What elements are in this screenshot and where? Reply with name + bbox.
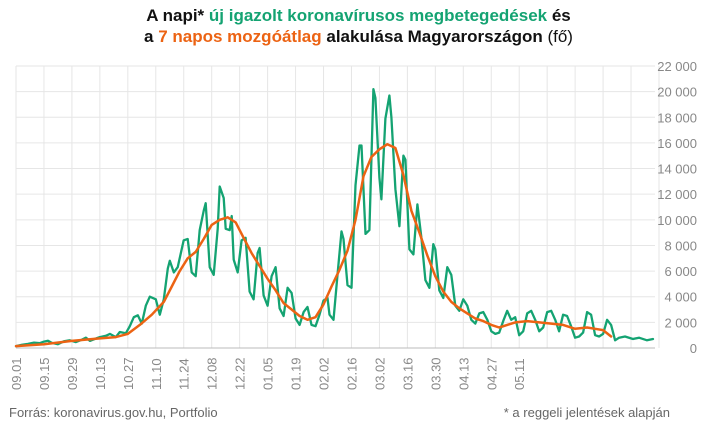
x-tick-label: 12.22 <box>233 357 248 390</box>
x-tick-label: 04.13 <box>456 357 471 390</box>
series-layer <box>14 87 655 348</box>
y-tick-label: 22 000 <box>657 59 697 74</box>
x-tick-label: 09.01 <box>9 357 24 390</box>
covid-line-chart: 0 2 000 4 000 6 000 8 000 10 000 12 000 14 000 1… <box>9 59 697 390</box>
title-suffix: alakulása Magyarországon <box>321 27 543 46</box>
y-tick-label: 20 000 <box>657 85 697 100</box>
x-tick-label: 03.30 <box>428 357 443 390</box>
x-tick-label: 11.10 <box>149 358 164 390</box>
title-unit: (fő) <box>542 27 573 46</box>
x-tick-label: 11.24 <box>177 358 192 390</box>
x-tick-label: 03.02 <box>372 357 387 390</box>
x-tick-label: 03.16 <box>400 357 415 390</box>
x-tick-label: 04.27 <box>484 357 499 390</box>
y-axis: 0 2 000 4 000 6 000 8 000 10 000 12 000 14 000 1… <box>657 59 697 356</box>
chart-title-line2: a 7 napos mozgóátlag alakulása Magyarors… <box>0 26 717 47</box>
x-axis: 09.01 09.15 09.29 10.13 10.27 11.10 11.24 12.08… <box>9 357 527 390</box>
title-average-series: 7 napos mozgóátlag <box>158 27 322 46</box>
title-prefix: A napi* <box>146 6 209 25</box>
x-tick-label: 01.19 <box>289 357 304 390</box>
moving-average-line <box>14 142 613 348</box>
y-tick-label: 12 000 <box>657 187 697 202</box>
grid-layer <box>15 65 660 349</box>
footnote: * a reggeli jelentések alapján <box>503 405 670 420</box>
y-tick-label: 14 000 <box>657 162 697 177</box>
daily-cases-line <box>14 87 655 348</box>
y-tick-label: 0 <box>690 341 697 356</box>
y-tick-label: 8 000 <box>664 238 697 253</box>
x-tick-label: 05.11 <box>512 358 527 390</box>
chart-title-line1: A napi* új igazolt koronavírusos megbete… <box>0 5 717 26</box>
x-tick-label: 01.05 <box>261 357 276 390</box>
x-tick-label: 02.16 <box>344 357 359 390</box>
title-conjunction: és <box>547 6 571 25</box>
x-tick-label: 09.15 <box>37 357 52 390</box>
x-tick-label: 10.27 <box>121 357 136 390</box>
y-tick-label: 18 000 <box>657 110 697 125</box>
y-tick-label: 10 000 <box>657 213 697 228</box>
y-tick-label: 6 000 <box>664 264 697 279</box>
y-tick-label: 4 000 <box>664 290 697 305</box>
title-daily-series: új igazolt koronavírusos megbetegedések <box>208 6 548 25</box>
y-tick-label: 2 000 <box>664 315 697 330</box>
x-tick-label: 09.29 <box>65 357 80 390</box>
title-prefix-2: a <box>144 27 159 46</box>
x-tick-label: 10.13 <box>93 357 108 390</box>
x-tick-label: 02.02 <box>317 357 332 390</box>
source-note: Forrás: koronavirus.gov.hu, Portfolio <box>9 405 218 420</box>
x-tick-label: 12.08 <box>205 357 220 390</box>
y-tick-label: 16 000 <box>657 136 697 151</box>
